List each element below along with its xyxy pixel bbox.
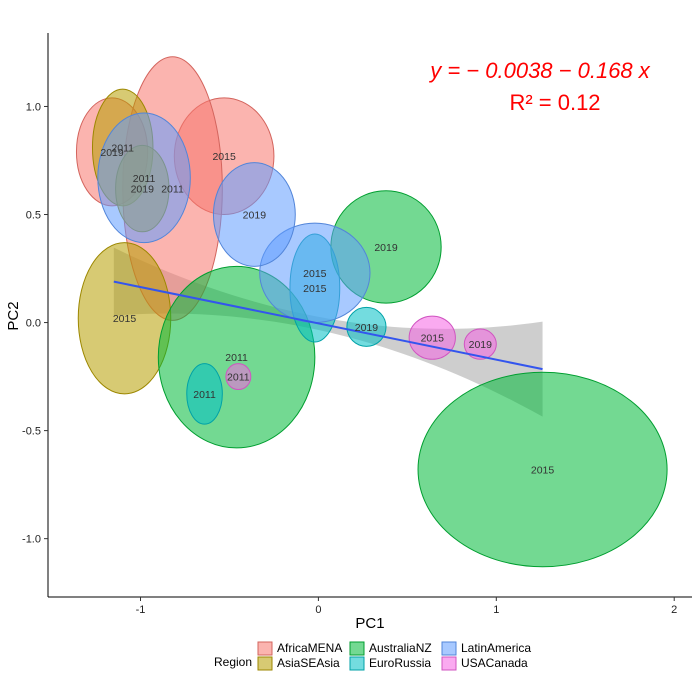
legend-key-australianz [349,641,365,656]
bubble-label-africamena-2011: 2011 [161,184,184,196]
axis-title-y: PC2 [5,301,22,330]
confidence-band-layer [113,247,543,417]
regression-equation: y = − 0.0038 − 0.168 x [428,58,651,83]
x-tick-label: -1 [136,604,146,616]
bubble-label-eurorussia-2015: 2015 [303,283,327,295]
x-tick-label: 0 [315,604,321,616]
bubble-label-asiaseasia-2019: 2019 [131,184,155,196]
r-squared: R² = 0.12 [509,90,600,115]
bubble-label-asiaseasia-2011: 2011 [111,143,134,155]
bubble-latinamerica-2011 [97,112,191,244]
x-tick-label: 2 [671,604,677,616]
legend-label-usacanada: USACanada [461,656,528,670]
bubble-label-latinamerica-2015: 2015 [303,268,327,280]
legend-key-eurorussia [349,656,365,671]
bubble-label-africamena-2019: 2019 [100,147,124,159]
bubble-label-australianz-2011: 2011 [225,352,248,364]
bubble-eurorussia-2011 [186,363,223,425]
bubble-label-africamena-2015: 2015 [212,151,236,163]
legend-label-australianz: AustraliaNZ [369,641,432,655]
legend-key-africamena [257,641,273,656]
bubble-usacanada-2019 [463,328,497,360]
legend-key-asiaseasia [257,656,273,671]
x-tick-label: 1 [493,604,499,616]
y-tick-label: -0.5 [22,426,41,438]
bubble-label-australianz-2015: 2015 [531,465,555,477]
bubble-label-usacanada-2015: 2015 [421,333,445,345]
bubble-label-australianz-2019: 2019 [374,242,398,254]
legend-key-latinamerica [441,641,457,656]
bubble-label-latinamerica-2011: 2011 [133,173,156,185]
bubble-latinamerica-2019 [212,162,296,267]
legend-label-eurorussia: EuroRussia [369,656,431,670]
bubble-australianz-2015 [417,371,668,568]
bubble-layer [75,56,668,568]
confidence-band [113,247,543,417]
axes: -1 0 1 2 -1.0 -0.5 0.0 0.5 1.0 [22,33,692,616]
y-tick-label: 1.0 [26,101,41,113]
legend-label-africamena: AfricaMENA [277,641,342,655]
legend-key-usacanada [441,656,457,671]
y-tick-label: -1.0 [22,534,41,546]
bubble-label-eurorussia-2019: 2019 [355,322,379,334]
bubble-label-usacanada-2019: 2019 [469,339,493,351]
bubble-usacanada-2011 [225,363,252,391]
bubble-label-asiaseasia-2015: 2015 [113,313,137,325]
regression-line [113,280,543,371]
bubble-label-layer: 2015201120192015201120192015201120192015… [100,143,554,477]
bubble-eurorussia-2019 [346,306,387,347]
legend-label-latinamerica: LatinAmerica [461,641,531,655]
y-tick-label: 0.0 [26,318,41,330]
bubble-label-latinamerica-2019: 2019 [243,210,267,222]
bubble-label-usacanada-2011: 2011 [227,372,250,384]
bubble-label-eurorussia-2011: 2011 [193,389,216,401]
y-tick-label: 0.5 [26,210,41,222]
regression-line-layer [113,280,543,371]
legend-label-asiaseasia: AsiaSEAsia [277,656,340,670]
axis-title-x: PC1 [355,615,384,632]
legend-title: Region [214,655,252,669]
